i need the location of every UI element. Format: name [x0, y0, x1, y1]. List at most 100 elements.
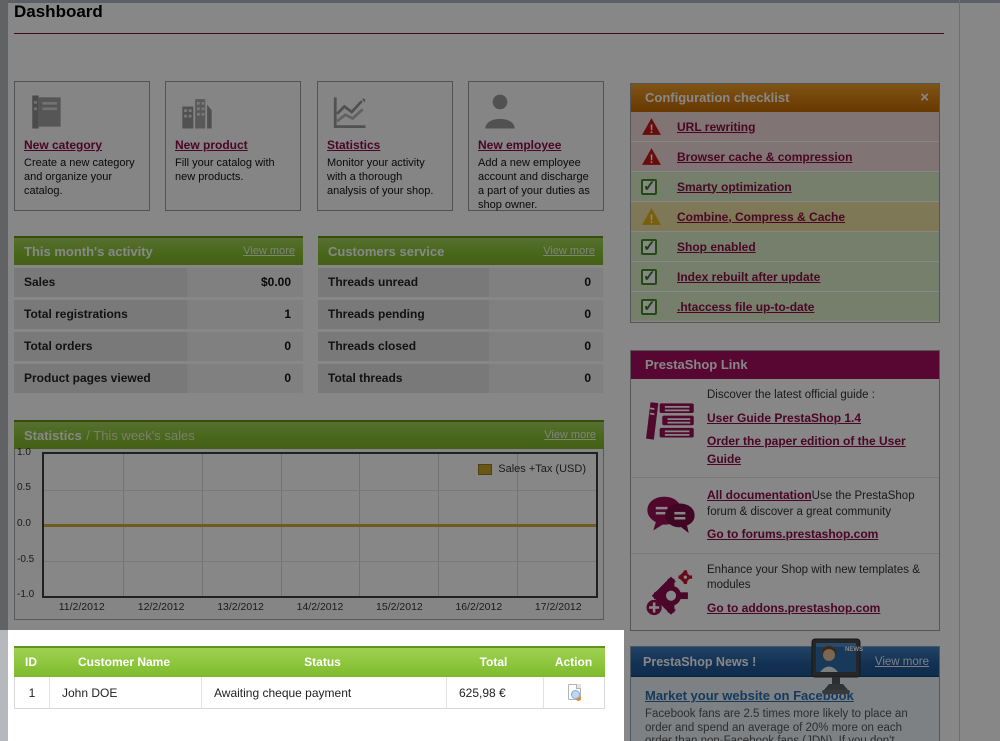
checklist-item-shop-enabled: ✓ Shop enabled	[631, 232, 939, 262]
x-axis-tick: 12/2/2012	[137, 601, 185, 613]
sales-chart: 1.0 0.5 0.0 -0.5 -1.0 Sales +Tax (USD) 1…	[14, 447, 604, 620]
statistics-desc: Monitor your activity with a thorough an…	[327, 157, 434, 198]
news-view-more-link[interactable]: View more	[874, 656, 929, 668]
forum-section: All documentationUse the PrestaShop foru…	[631, 477, 939, 553]
column-header-total: Total	[479, 655, 508, 669]
checklist-link[interactable]: Shop enabled	[677, 239, 756, 254]
checklist-item-htaccess: ✓ .htaccess file up-to-date	[631, 292, 939, 322]
row-value: 1	[187, 300, 303, 329]
row-label: Sales	[14, 268, 188, 297]
sales-series-line	[44, 524, 596, 527]
checklist-item-browser-cache: ! Browser cache & compression	[631, 142, 939, 172]
table-row: Total orders 0	[14, 332, 303, 361]
close-icon[interactable]: ×	[920, 89, 929, 106]
checklist-link[interactable]: Browser cache & compression	[677, 149, 853, 164]
customers-service-panel: Customers service View more Threads unre…	[318, 236, 603, 393]
news-body: Market your website on Facebook Facebook…	[631, 677, 939, 741]
customers-service-header: Customers service View more	[318, 236, 603, 265]
customers-service-view-more-link[interactable]: View more	[543, 245, 595, 257]
check-icon: ✓	[641, 297, 657, 315]
prestashop-link-panel: PrestaShop Link Discover the latest offi…	[630, 350, 940, 631]
chart-plot-area: Sales +Tax (USD)	[42, 452, 598, 598]
forum-icon	[635, 487, 707, 544]
table-row: Threads closed 0	[318, 332, 603, 361]
row-value: 0	[489, 364, 603, 393]
svg-text:NEWS: NEWS	[845, 647, 863, 653]
checklist-link[interactable]: .htaccess file up-to-date	[677, 299, 815, 314]
statistics-icon	[327, 90, 443, 136]
forums-link[interactable]: Go to forums.prestashop.com	[707, 527, 879, 542]
row-value: 0	[489, 332, 603, 361]
warning-yellow-icon: !	[641, 207, 677, 226]
check-icon: ✓	[641, 177, 657, 195]
books-icon	[635, 388, 707, 468]
view-details-icon[interactable]	[567, 684, 581, 701]
page-left-gutter	[0, 0, 8, 741]
row-value: 0	[489, 300, 603, 329]
row-label: Product pages viewed	[14, 364, 188, 393]
all-documentation-link[interactable]: All documentation	[707, 488, 812, 503]
statistics-chart-panel: Statistics / This week's sales View more…	[14, 420, 604, 620]
statistics-chart-title: Statistics	[24, 428, 82, 443]
checklist-link[interactable]: Smarty optimization	[677, 179, 792, 194]
checklist-link[interactable]: Combine, Compress & Cache	[677, 209, 846, 224]
new-category-link[interactable]: New category	[24, 138, 103, 152]
news-header: PrestaShop News ! View more NEWS	[631, 638, 939, 694]
x-axis-tick: 11/2/2012	[58, 601, 105, 613]
order-customer: John DOE	[49, 677, 201, 708]
x-axis-tick: 16/2/2012	[455, 601, 503, 613]
row-label: Threads pending	[318, 300, 489, 329]
checklist-item-ccc: ! Combine, Compress & Cache	[631, 202, 939, 232]
statistics-link[interactable]: Statistics	[327, 138, 381, 152]
row-label: Total orders	[14, 332, 188, 361]
checklist-link[interactable]: Index rebuilt after update	[677, 269, 821, 284]
orders-table-header: ID Customer Name Status Total Action	[14, 646, 605, 677]
news-tv-icon: NEWS	[809, 637, 863, 710]
column-header-status: Status	[304, 655, 341, 669]
row-value: 0	[187, 364, 303, 393]
news-text: Facebook fans are 2.5 times more likely …	[645, 708, 908, 741]
checklist-header: Configuration checklist ×	[631, 84, 939, 112]
prestashop-link-header: PrestaShop Link	[631, 351, 939, 379]
month-activity-view-more-link[interactable]: View more	[243, 245, 295, 257]
news-headline-link[interactable]: Market your website on Facebook	[645, 688, 854, 703]
product-icon	[175, 90, 291, 136]
order-row[interactable]: 1 John DOE Awaiting cheque payment 625,9…	[14, 677, 605, 709]
statistics-view-more-link[interactable]: View more	[544, 429, 596, 441]
month-activity-panel: This month's activity View more Sales $0.…	[14, 236, 303, 393]
new-product-desc: Fill your catalog with new products.	[175, 157, 275, 184]
forum-text: Use the PrestaShop forum & discover a gr…	[707, 490, 915, 518]
content-right-divider	[959, 0, 960, 741]
order-status: Awaiting cheque payment	[201, 677, 446, 708]
paper-edition-link[interactable]: Order the paper edition of the User Guid…	[707, 434, 906, 466]
row-label: Threads closed	[318, 332, 489, 361]
category-icon	[24, 90, 140, 136]
checklist-item-index-rebuilt: ✓ Index rebuilt after update	[631, 262, 939, 292]
new-product-link[interactable]: New product	[175, 138, 248, 152]
guide-intro-text: Discover the latest official guide :	[707, 389, 875, 401]
title-divider	[14, 33, 944, 34]
x-axis-labels: 11/2/2012 12/2/2012 13/2/2012 14/2/2012 …	[42, 601, 598, 617]
table-row: Total threads 0	[318, 364, 603, 393]
table-row: Total registrations 1	[14, 300, 303, 329]
new-employee-link[interactable]: New employee	[478, 138, 562, 152]
checklist-link[interactable]: URL rewriting	[677, 119, 756, 134]
new-category-desc: Create a new category and organize your …	[24, 157, 135, 198]
shortcut-new-product: New product Fill your catalog with new p…	[165, 81, 301, 211]
addons-link[interactable]: Go to addons.prestashop.com	[707, 600, 881, 615]
guide-section: Discover the latest official guide : Use…	[631, 379, 939, 477]
y-axis-tick: 0.5	[17, 482, 31, 493]
page-title: Dashboard	[14, 2, 103, 21]
statistics-chart-header: Statistics / This week's sales View more	[14, 420, 604, 449]
addons-section: Enhance your Shop with new templates & m…	[631, 552, 939, 630]
customers-service-title: Customers service	[328, 244, 445, 259]
order-id: 1	[28, 686, 36, 700]
row-label: Total threads	[318, 364, 489, 393]
column-header-id: ID	[25, 655, 37, 669]
table-row: Threads pending 0	[318, 300, 603, 329]
orders-table: ID Customer Name Status Total Action 1 J…	[14, 646, 605, 709]
addons-icon	[635, 563, 707, 621]
checklist-item-smarty: ✓ Smarty optimization	[631, 172, 939, 202]
user-guide-link[interactable]: User Guide PrestaShop 1.4	[707, 410, 862, 425]
